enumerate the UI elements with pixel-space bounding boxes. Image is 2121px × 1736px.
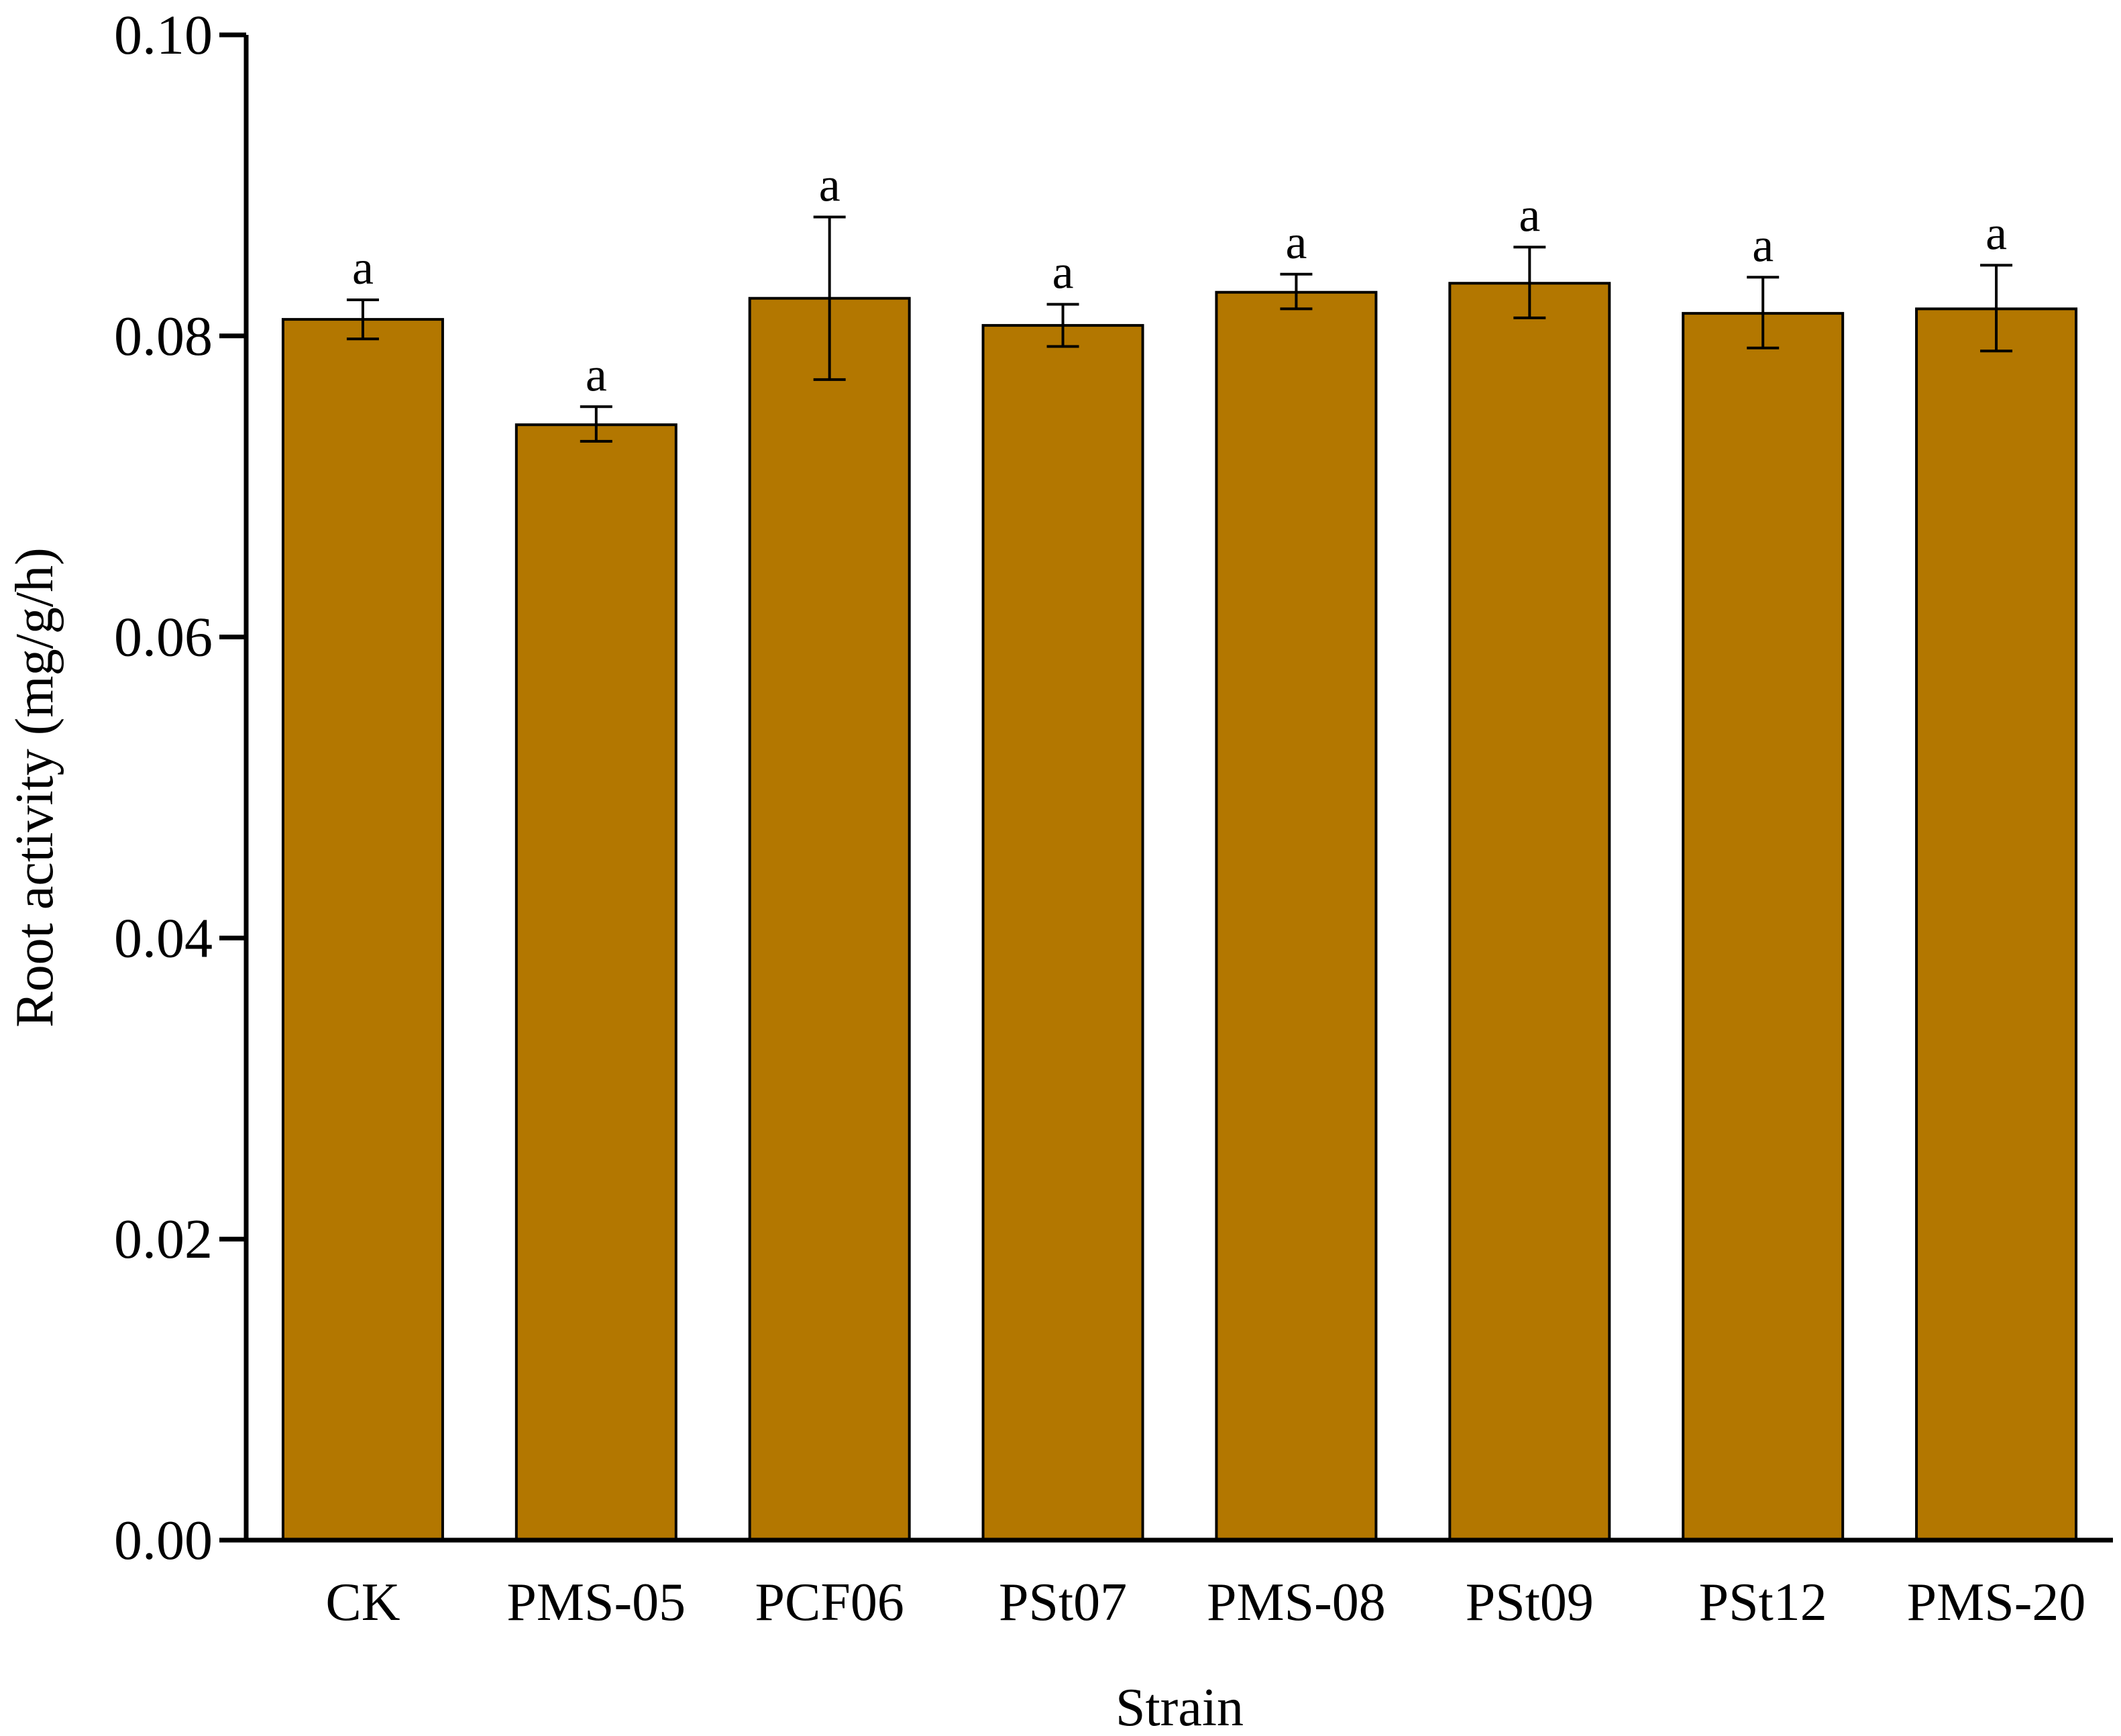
x-axis-title: Strain	[1116, 1678, 1244, 1736]
x-tick-labels-group: CK PMS-05 PCF06 PSt07 PMS-08 PSt09 PSt12 PMS-20	[325, 1573, 2085, 1632]
significance-letter: a	[1752, 218, 1774, 272]
bar	[514, 423, 677, 1541]
bar	[748, 296, 911, 1542]
y-tick-label: 0.02	[114, 1208, 213, 1270]
y-tick-label: 0.00	[114, 1509, 213, 1572]
x-tick-label: PMS-08	[1207, 1573, 1386, 1632]
bar	[1215, 290, 1378, 1541]
x-tick-label: PSt12	[1699, 1573, 1827, 1632]
significance-letter: a	[1052, 246, 1074, 299]
significance-letter: a	[1285, 215, 1307, 269]
y-tick-label: 0.08	[114, 305, 213, 368]
significance-letter: a	[819, 158, 840, 212]
y-axis-title: Root activity (mg/g/h)	[5, 547, 64, 1027]
bar	[981, 324, 1144, 1541]
significance-letter: a	[1986, 206, 2007, 260]
bar	[1682, 312, 1845, 1541]
axes-group	[243, 35, 2113, 1543]
significance-letter: a	[586, 347, 607, 401]
bars-group	[281, 282, 2078, 1542]
significance-letters-group: a a a a a a a a	[352, 158, 2007, 402]
x-tick-label: PSt09	[1466, 1573, 1594, 1632]
error-bars-group	[346, 215, 2013, 443]
significance-letter: a	[1519, 188, 1540, 241]
y-tick-label: 0.04	[114, 907, 213, 969]
y-tick-label: 0.06	[114, 606, 213, 669]
bar	[1448, 282, 1611, 1541]
y-tick-label: 0.10	[114, 4, 213, 66]
x-tick-label: PMS-20	[1907, 1573, 2086, 1632]
bar	[1915, 307, 2078, 1542]
x-tick-label: CK	[325, 1573, 400, 1632]
x-tick-label: PCF06	[755, 1573, 904, 1632]
x-tick-label: PMS-05	[506, 1573, 686, 1632]
x-tick-label: PSt07	[999, 1573, 1127, 1632]
y-ticks-group: 0.00 0.02 0.04 0.06 0.08 0.10	[114, 4, 246, 1572]
significance-letter: a	[352, 241, 374, 294]
bar	[281, 318, 444, 1542]
